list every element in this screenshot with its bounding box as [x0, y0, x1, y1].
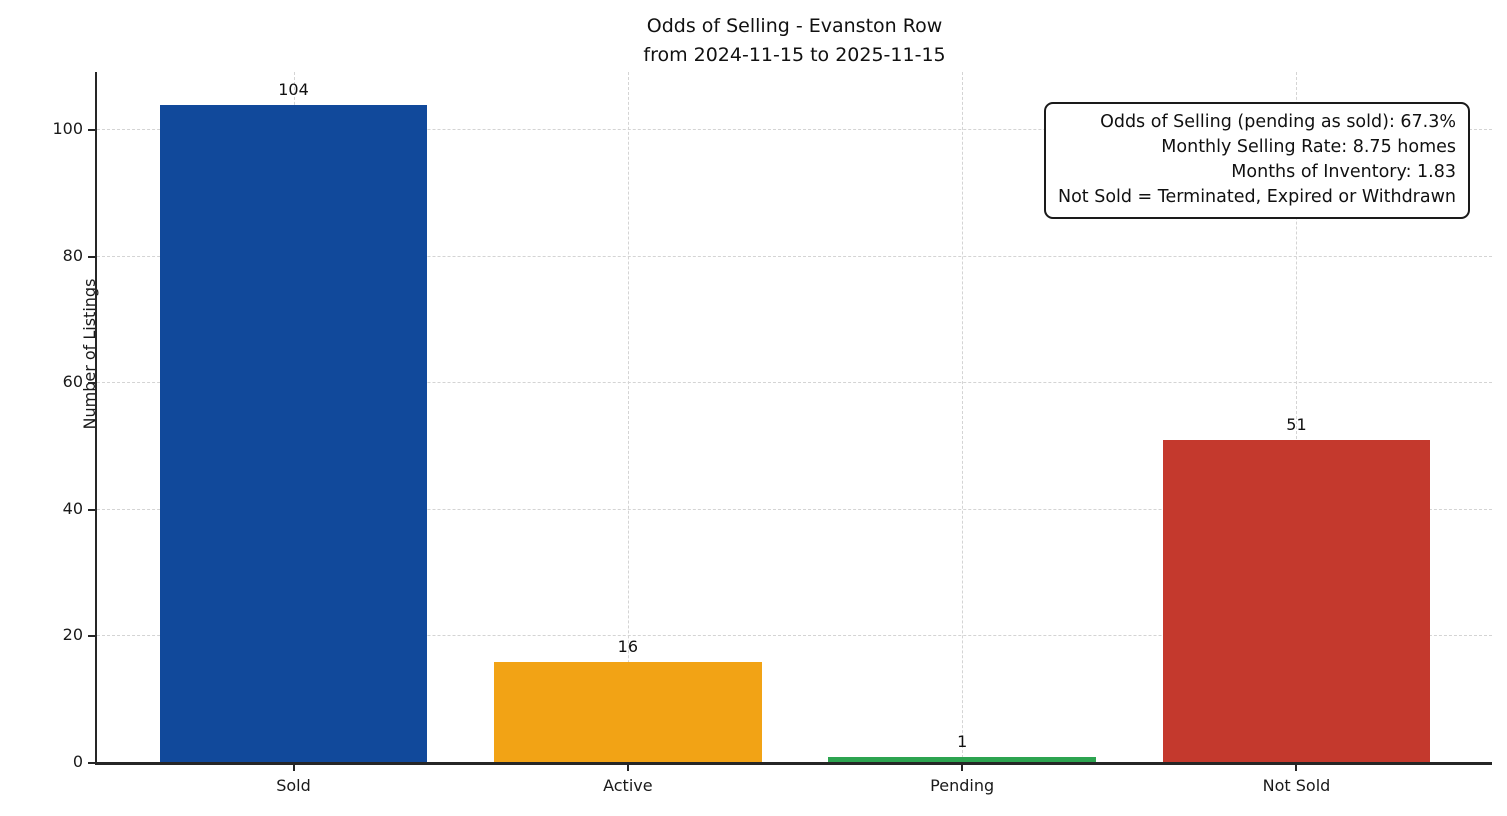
y-tick-label: 20 — [62, 625, 83, 645]
y-tick-label: 40 — [62, 498, 83, 518]
chart-title-line1: Odds of Selling - Evanston Row — [646, 15, 943, 37]
x-tick-mark — [292, 764, 295, 771]
y-tick-label: 0 — [72, 752, 83, 771]
horizontal-gridline — [97, 129, 1492, 131]
y-tick-mark — [88, 129, 95, 132]
y-tick-label: 80 — [62, 245, 83, 265]
horizontal-gridline — [97, 255, 1492, 257]
x-tick-label-pending: Pending — [930, 776, 995, 795]
horizontal-gridline — [97, 635, 1492, 637]
annotation-monthly-selling-rate: Monthly Selling Rate: 8.75 homes — [1161, 137, 1456, 157]
stats-annotation-box: Odds of Selling (pending as sold): 67.3%… — [1043, 102, 1470, 219]
vertical-gridline — [962, 72, 964, 763]
vertical-gridline — [627, 72, 629, 763]
y-axis-spine — [95, 72, 97, 763]
y-tick-label: 100 — [52, 119, 83, 139]
x-tick-mark — [626, 764, 629, 771]
x-tick-label-not-sold: Not Sold — [1262, 776, 1331, 795]
y-tick-label: 60 — [62, 372, 83, 392]
annotation-not-sold-definition: Not Sold = Terminated, Expired or Withdr… — [1057, 187, 1456, 207]
vertical-gridline — [1296, 72, 1298, 763]
x-axis-spine — [95, 762, 1492, 765]
bar-value-label: 16 — [617, 636, 639, 656]
y-tick-mark — [88, 508, 95, 511]
bar-value-label: 51 — [1286, 415, 1307, 435]
bar-value-label: 104 — [278, 79, 309, 99]
bar-not-sold — [1162, 440, 1431, 763]
chart-title-line2: from 2024-11-15 to 2025-11-15 — [643, 44, 946, 66]
bar-pending — [828, 756, 1096, 763]
y-tick-mark — [88, 255, 95, 258]
bar-value-label: 1 — [957, 731, 968, 751]
plot-area: 104 16 1 51 0 20 40 60 80 100 Sold Active Pending No… — [52, 72, 1492, 795]
annotation-odds-of-selling: Odds of Selling (pending as sold): 67.3% — [1100, 112, 1456, 132]
horizontal-gridline — [97, 508, 1492, 510]
y-tick-mark — [88, 382, 95, 385]
horizontal-gridline — [97, 382, 1492, 384]
y-tick-mark — [88, 635, 95, 638]
x-tick-mark — [961, 764, 964, 771]
chart-title: Odds of Selling - Evanston Row from 2024… — [97, 12, 1492, 70]
bar-active — [494, 661, 762, 763]
x-tick-label-sold: Sold — [276, 776, 311, 795]
x-tick-label-active: Active — [603, 776, 653, 795]
x-tick-mark — [1295, 764, 1298, 771]
bar-sold — [159, 104, 428, 763]
annotation-months-of-inventory: Months of Inventory: 1.83 — [1231, 162, 1456, 182]
y-tick-mark — [88, 762, 95, 764]
